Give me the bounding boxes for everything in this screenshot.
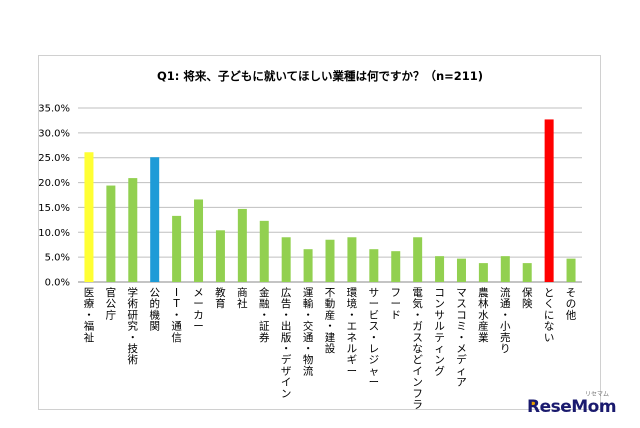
bar xyxy=(215,230,225,282)
bar xyxy=(172,215,182,282)
category-label: フード xyxy=(390,287,401,321)
bar xyxy=(522,263,532,282)
logo-ruby: リセマム xyxy=(585,391,610,398)
gridlines xyxy=(78,107,582,283)
category-label: コンサルティング xyxy=(434,287,445,377)
y-tick-label: 20.0% xyxy=(38,178,70,189)
bar xyxy=(303,249,313,282)
y-tick-label: 35.0% xyxy=(38,104,70,115)
category-label: 電気・ガスなどインフラ xyxy=(412,287,423,411)
bar xyxy=(391,251,401,282)
bar xyxy=(435,256,445,282)
bar xyxy=(281,237,291,282)
bar xyxy=(500,256,510,282)
y-tick-label: 5.0% xyxy=(45,253,70,264)
category-label: I T ・通信 xyxy=(171,287,182,344)
bar xyxy=(237,208,247,282)
bar xyxy=(413,237,423,282)
bar xyxy=(325,239,335,282)
chart-title: Q1: 将来、子どもに就いてほしい業種は何ですか？（n=211) xyxy=(156,69,484,83)
y-tick-label: 0.0% xyxy=(45,278,70,289)
bar xyxy=(106,185,116,282)
category-label: 流通・小売り xyxy=(500,286,511,355)
bar xyxy=(544,119,554,282)
bar xyxy=(456,258,466,282)
category-label: サービス・レジャー xyxy=(369,287,380,389)
category-label: 保険 xyxy=(522,286,533,310)
category-label: メーカー xyxy=(193,287,204,333)
category-label: 農林水産業 xyxy=(478,286,489,344)
resemom-logo: リセマム ReseMom xyxy=(527,391,627,421)
bar xyxy=(259,220,269,282)
y-tick-label: 25.0% xyxy=(38,153,70,164)
y-tick-label: 10.0% xyxy=(38,228,70,239)
category-label: 広告・出版・デザイン xyxy=(281,286,292,400)
bars xyxy=(84,119,576,282)
category-label: とくにない xyxy=(544,287,555,344)
category-label: その他 xyxy=(566,287,577,321)
category-label: 教育 xyxy=(215,286,226,310)
category-label: 運輸・交通・物流 xyxy=(303,287,314,377)
logo-dot-icon xyxy=(531,401,536,406)
category-label: 不動産・建設 xyxy=(325,287,336,355)
category-label: 商社 xyxy=(237,286,248,310)
y-tick-label: 30.0% xyxy=(38,128,70,139)
bar xyxy=(347,237,357,282)
category-label: 医療・福祉 xyxy=(84,287,95,344)
category-label: 官公庁 xyxy=(106,286,117,321)
y-axis-ticks: 0.0% 5.0% 10.0% 15.0% 20.0% 25.0% 30.0% 35.0% xyxy=(38,104,70,289)
bar xyxy=(194,199,204,282)
bar xyxy=(84,152,94,282)
bar xyxy=(478,263,488,282)
bar xyxy=(150,157,160,282)
category-label: 学術研究・技術 xyxy=(128,286,139,366)
bar xyxy=(128,178,138,282)
category-label: 金融・証券 xyxy=(259,286,270,344)
category-label: 公的機関 xyxy=(149,287,160,333)
bar xyxy=(369,249,379,282)
y-tick-label: 15.0% xyxy=(38,203,70,214)
logo-text: ReseMom xyxy=(527,397,617,417)
bar xyxy=(566,258,576,282)
category-label: マスコミ・メディア xyxy=(456,287,467,389)
category-label: 環境・エネルギー xyxy=(347,287,358,377)
